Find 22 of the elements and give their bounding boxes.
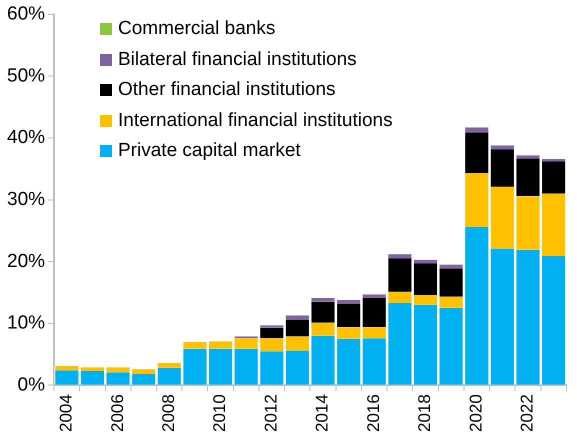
- legend-label: International financial institutions: [118, 110, 393, 132]
- x-tick-label: 2006: [108, 394, 127, 432]
- x-tick-label: 2010: [210, 394, 230, 432]
- y-tick-label: 60%: [6, 4, 46, 25]
- y-tick-label: 30%: [6, 189, 46, 210]
- x-tick-label: 2012: [261, 394, 280, 432]
- y-tick-label: 10%: [6, 312, 46, 334]
- x-tick-label: 2018: [415, 394, 434, 432]
- y-tick-label: 50%: [6, 65, 46, 86]
- legend-label: Commercial banks: [118, 18, 276, 40]
- legend-label: Other financial institutions: [118, 79, 336, 102]
- x-tick-label: 2016: [364, 394, 383, 432]
- x-tick-label: 2004: [56, 394, 76, 432]
- y-tick-label: 20%: [6, 250, 46, 272]
- y-tick-label: 40%: [6, 127, 46, 148]
- x-tick-label: 2020: [466, 394, 486, 432]
- x-tick-label: 2022: [518, 394, 537, 432]
- x-tick-label: 2008: [159, 394, 178, 432]
- y-tick-label: 0%: [18, 374, 46, 396]
- x-tick-label: 2014: [312, 394, 332, 432]
- legend-label: Private capital market: [118, 140, 301, 162]
- legend-label: Bilateral financial institutions: [118, 48, 357, 71]
